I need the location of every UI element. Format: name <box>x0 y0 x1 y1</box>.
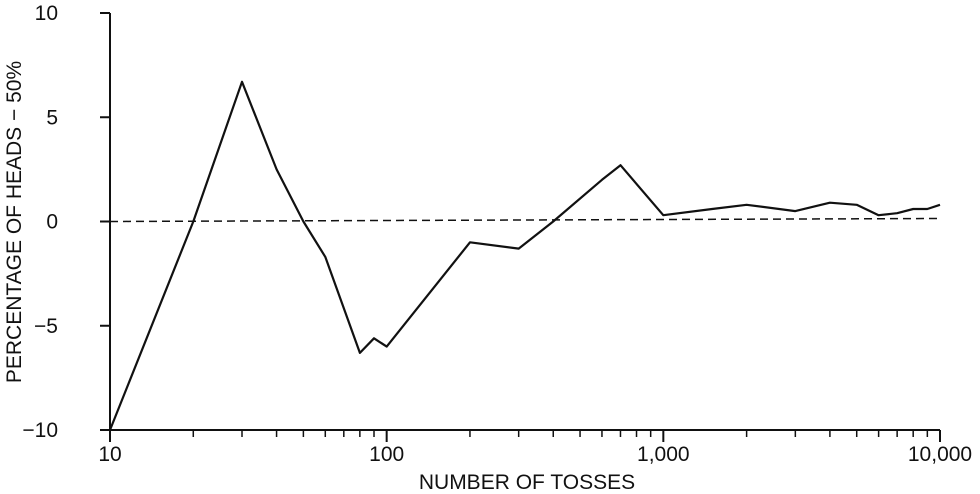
y-tick-label: 10 <box>35 2 58 25</box>
y-axis-title: PERCENTAGE OF HEADS − 50% <box>3 61 26 383</box>
reference-line-group <box>109 217 941 223</box>
x-tick-label: 10,000 <box>908 443 972 466</box>
tick-labels: 10 5 0 −5 −10 10 100 1,000 10,000 <box>22 2 972 466</box>
y-tick-label: 5 <box>46 106 58 129</box>
y-tick-label: −10 <box>22 419 58 442</box>
x-axis-title: NUMBER OF TOSSES <box>419 471 635 494</box>
axes <box>100 12 941 442</box>
y-tick-label: 0 <box>46 211 58 234</box>
x-tick-label: 1,000 <box>637 443 690 466</box>
y-tick-label: −5 <box>34 315 58 338</box>
series-group <box>108 80 941 431</box>
x-tick-label: 10 <box>98 443 121 466</box>
x-tick-label: 100 <box>369 443 404 466</box>
series-line <box>108 80 941 431</box>
zero-reference-line <box>109 217 941 223</box>
